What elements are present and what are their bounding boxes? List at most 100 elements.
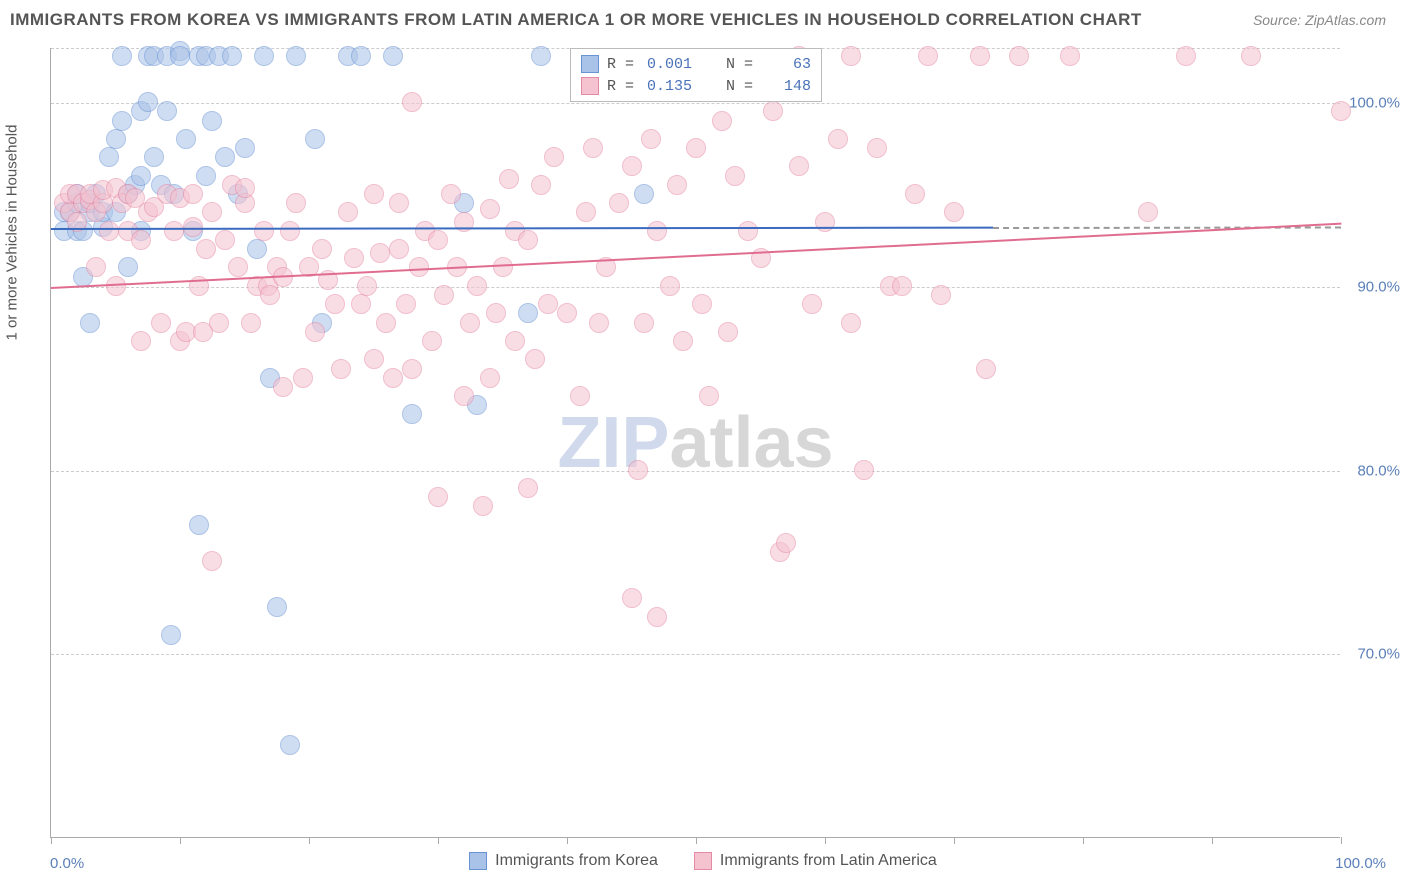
n-label: N = bbox=[726, 78, 753, 95]
x-tick bbox=[1212, 837, 1213, 844]
x-tick bbox=[438, 837, 439, 844]
scatter-point-korea bbox=[305, 129, 325, 149]
bottom-legend-item-latin: Immigrants from Latin America bbox=[694, 852, 937, 870]
scatter-point-latin bbox=[841, 46, 861, 66]
scatter-point-latin bbox=[338, 202, 358, 222]
x-tick bbox=[1341, 837, 1342, 844]
scatter-point-latin bbox=[660, 276, 680, 296]
scatter-point-latin bbox=[570, 386, 590, 406]
scatter-point-korea bbox=[351, 46, 371, 66]
scatter-point-latin bbox=[538, 294, 558, 314]
scatter-point-korea bbox=[131, 166, 151, 186]
source-attribution: Source: ZipAtlas.com bbox=[1253, 12, 1386, 28]
scatter-point-latin bbox=[235, 178, 255, 198]
y-axis-label: 1 or more Vehicles in Household bbox=[4, 125, 21, 341]
scatter-point-latin bbox=[673, 331, 693, 351]
legend-stats-row-latin: R =0.135 N =148 bbox=[581, 75, 811, 97]
scatter-point-latin bbox=[634, 313, 654, 333]
scatter-point-latin bbox=[344, 248, 364, 268]
scatter-point-latin bbox=[376, 313, 396, 333]
scatter-point-latin bbox=[389, 239, 409, 259]
scatter-point-latin bbox=[576, 202, 596, 222]
scatter-point-latin bbox=[260, 285, 280, 305]
scatter-point-latin bbox=[364, 184, 384, 204]
scatter-point-latin bbox=[325, 294, 345, 314]
x-tick bbox=[696, 837, 697, 844]
scatter-point-latin bbox=[467, 276, 487, 296]
scatter-point-latin bbox=[357, 276, 377, 296]
scatter-point-latin bbox=[918, 46, 938, 66]
scatter-point-korea bbox=[189, 515, 209, 535]
x-tick bbox=[51, 837, 52, 844]
scatter-point-korea bbox=[402, 404, 422, 424]
scatter-point-korea bbox=[144, 147, 164, 167]
scatter-point-latin bbox=[647, 221, 667, 241]
scatter-point-latin bbox=[1138, 202, 1158, 222]
legend-swatch-latin bbox=[694, 852, 712, 870]
chart-title: IMMIGRANTS FROM KOREA VS IMMIGRANTS FROM… bbox=[10, 10, 1142, 30]
scatter-point-latin bbox=[215, 230, 235, 250]
gridline bbox=[51, 471, 1340, 472]
scatter-point-latin bbox=[441, 184, 461, 204]
n-value-korea: 63 bbox=[761, 56, 811, 73]
scatter-point-korea bbox=[196, 166, 216, 186]
legend-swatch-latin bbox=[581, 77, 599, 95]
scatter-point-korea bbox=[531, 46, 551, 66]
scatter-point-latin bbox=[641, 129, 661, 149]
scatter-plot-area: ZIPatlas 70.0%80.0%90.0%100.0% bbox=[50, 48, 1340, 838]
y-tick-label: 70.0% bbox=[1357, 646, 1400, 663]
scatter-point-latin bbox=[718, 322, 738, 342]
y-tick-label: 100.0% bbox=[1349, 95, 1400, 112]
scatter-point-latin bbox=[202, 551, 222, 571]
scatter-point-latin bbox=[1241, 46, 1261, 66]
scatter-point-korea bbox=[235, 138, 255, 158]
scatter-point-latin bbox=[99, 221, 119, 241]
scatter-point-latin bbox=[131, 230, 151, 250]
r-value-korea: 0.001 bbox=[642, 56, 692, 73]
x-tick bbox=[825, 837, 826, 844]
scatter-point-latin bbox=[531, 175, 551, 195]
scatter-point-latin bbox=[364, 349, 384, 369]
regression-line-latin bbox=[51, 223, 1341, 289]
legend-swatch-korea bbox=[469, 852, 487, 870]
scatter-point-latin bbox=[647, 607, 667, 627]
scatter-point-latin bbox=[583, 138, 603, 158]
scatter-point-latin bbox=[473, 496, 493, 516]
scatter-point-korea bbox=[161, 625, 181, 645]
gridline bbox=[51, 654, 1340, 655]
scatter-point-latin bbox=[802, 294, 822, 314]
scatter-point-latin bbox=[209, 313, 229, 333]
scatter-point-latin bbox=[164, 221, 184, 241]
scatter-point-latin bbox=[518, 230, 538, 250]
scatter-point-korea bbox=[80, 313, 100, 333]
scatter-point-latin bbox=[493, 257, 513, 277]
scatter-point-korea bbox=[267, 597, 287, 617]
scatter-point-latin bbox=[905, 184, 925, 204]
legend-statistics-box: R =0.001 N =63R =0.135 N =148 bbox=[570, 48, 822, 102]
scatter-point-latin bbox=[402, 92, 422, 112]
scatter-point-latin bbox=[686, 138, 706, 158]
legend-stats-row-korea: R =0.001 N =63 bbox=[581, 53, 811, 75]
scatter-point-latin bbox=[944, 202, 964, 222]
scatter-point-latin bbox=[402, 359, 422, 379]
scatter-point-latin bbox=[273, 377, 293, 397]
gridline bbox=[51, 287, 1340, 288]
scatter-point-korea bbox=[106, 129, 126, 149]
scatter-point-latin bbox=[867, 138, 887, 158]
scatter-point-latin bbox=[738, 221, 758, 241]
scatter-point-latin bbox=[892, 276, 912, 296]
scatter-point-latin bbox=[312, 239, 332, 259]
scatter-point-latin bbox=[976, 359, 996, 379]
scatter-point-latin bbox=[776, 533, 796, 553]
scatter-point-korea bbox=[112, 111, 132, 131]
scatter-point-latin bbox=[241, 313, 261, 333]
scatter-point-korea bbox=[222, 46, 242, 66]
scatter-point-latin bbox=[692, 294, 712, 314]
scatter-point-latin bbox=[789, 156, 809, 176]
bottom-legend: Immigrants from KoreaImmigrants from Lat… bbox=[0, 852, 1406, 875]
scatter-point-latin bbox=[1176, 46, 1196, 66]
scatter-point-latin bbox=[383, 368, 403, 388]
scatter-point-latin bbox=[725, 166, 745, 186]
scatter-point-latin bbox=[254, 221, 274, 241]
scatter-point-latin bbox=[667, 175, 687, 195]
